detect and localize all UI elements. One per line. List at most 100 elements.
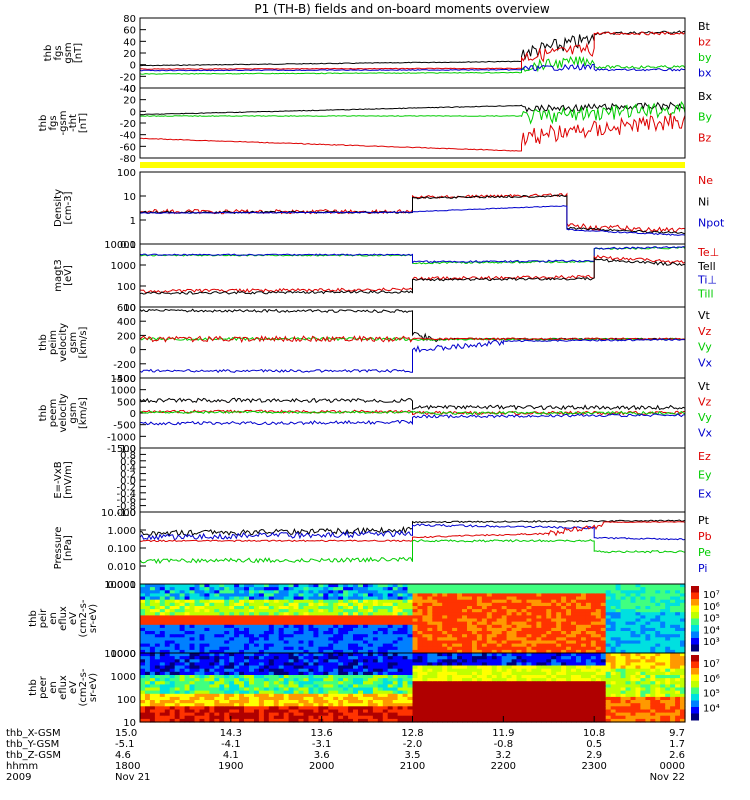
spectrogram-cell [590,593,597,598]
spectrogram-cell [511,643,518,648]
spectrogram-cell [551,615,557,620]
spectrogram-cell [174,612,181,616]
spectrogram-cell [585,596,592,601]
spectrogram-cell [427,609,433,613]
spectrogram-cell [263,637,270,641]
spectrogram-cell [209,615,215,620]
spectrogram-cell [521,671,528,676]
spectrogram-cell [224,690,230,695]
spectrogram-cell [174,684,181,689]
spectrogram-cell [432,627,438,632]
spectrogram-cell [209,681,215,685]
spectrogram-cell [263,609,270,613]
spectrogram-cell [511,590,518,594]
spectrogram-cell [511,684,518,689]
spectrogram-cell [169,584,176,588]
spectrogram-cell [635,602,642,607]
spectrogram-cell [442,693,448,698]
spectrogram-cell [283,593,290,598]
spectrogram-cell [422,587,428,591]
spectrogram-cell [343,615,349,620]
spectrogram-cell [581,684,587,689]
spectrogram-cell [387,703,394,707]
spectrogram-cell [219,643,225,648]
legend-tell: Tell [697,260,716,273]
spectrogram-cell [189,593,196,598]
y-tick-label: 0 [130,107,136,118]
spectrogram-cell [239,700,245,704]
spectrogram-cell [338,646,344,651]
y-tick-label: 60 [123,26,136,37]
spectrogram-cell [595,696,602,701]
spectrogram-cell [511,696,518,701]
spectrogram-cell [372,643,379,648]
spectrogram-cell [526,678,533,682]
spectrogram-cell [462,700,468,704]
spectrogram-cell [209,602,215,607]
spectrogram-cell [680,618,686,623]
spectrogram-cell [467,678,473,682]
spectrogram-cell [635,653,642,657]
spectrogram-cell [140,599,146,604]
spectrogram-cell [467,662,473,667]
spectrogram-cell [323,656,329,660]
spectrogram-cell [283,706,290,710]
spectrogram-cell [333,712,339,717]
y-tick-label: 100 [117,282,136,293]
spectrogram-cell [437,584,443,588]
spectrogram-cell [501,693,508,698]
spectrogram-cell [620,624,627,629]
spectrogram-cell [590,681,597,685]
spectrogram-cell [496,659,503,663]
spectrogram-cell [343,712,349,717]
spectrogram-cell [645,696,651,701]
spectrogram-cell [546,684,552,689]
spectrogram-cell [283,587,290,591]
spectrogram-cell [358,624,364,629]
spectrogram-cell [268,590,275,594]
spectrogram-cell [576,627,582,632]
spectrogram-cell [452,662,458,667]
spectrogram-cell [258,631,265,635]
spectrogram-cell [551,659,557,663]
spectrogram-cell [303,668,310,673]
spectrogram-cell [288,696,295,701]
spectrogram-cell [595,609,602,613]
spectrogram-cell [566,675,572,679]
spectrogram-cell [650,715,656,720]
spectrogram-cell [457,653,463,657]
spectrogram-cell [273,696,280,701]
spectrogram-cell [159,684,166,689]
spectrogram-cell [293,624,300,629]
spectrogram-cell [387,678,394,682]
spectrogram-cell [620,618,627,623]
spectrogram-cell [318,712,324,717]
spectrogram-cell [343,637,349,641]
spectrogram-cell [179,709,186,714]
spectrogram-cell [457,634,463,638]
spectrogram-cell [501,653,508,657]
spectrogram-cell [199,602,206,607]
spectrogram-cell [496,634,503,638]
spectrogram-cell [501,690,508,695]
spectrogram-cell [571,646,577,651]
spectrogram-cell [367,715,374,720]
spectrogram-cell [209,690,215,695]
spectrogram-cell [506,637,513,641]
spectrogram-cell [229,640,235,645]
spectrogram-cell [447,706,453,710]
spectrogram-cell [486,678,493,682]
spectrogram-cell [571,640,577,645]
spectrogram-cell [338,637,344,641]
spectrogram-cell [219,618,225,623]
spectrogram-cell [452,593,458,598]
spectrogram-cell [571,693,577,698]
spectrogram-cell [675,602,681,607]
spectrogram-cell [140,662,146,667]
spectrogram-cell [486,609,493,613]
spectrogram-cell [244,637,250,641]
spectrogram-cell [521,649,528,654]
spectrogram-cell [491,684,498,689]
spectrogram-cell [372,640,379,645]
spectrogram-cell [348,709,354,714]
